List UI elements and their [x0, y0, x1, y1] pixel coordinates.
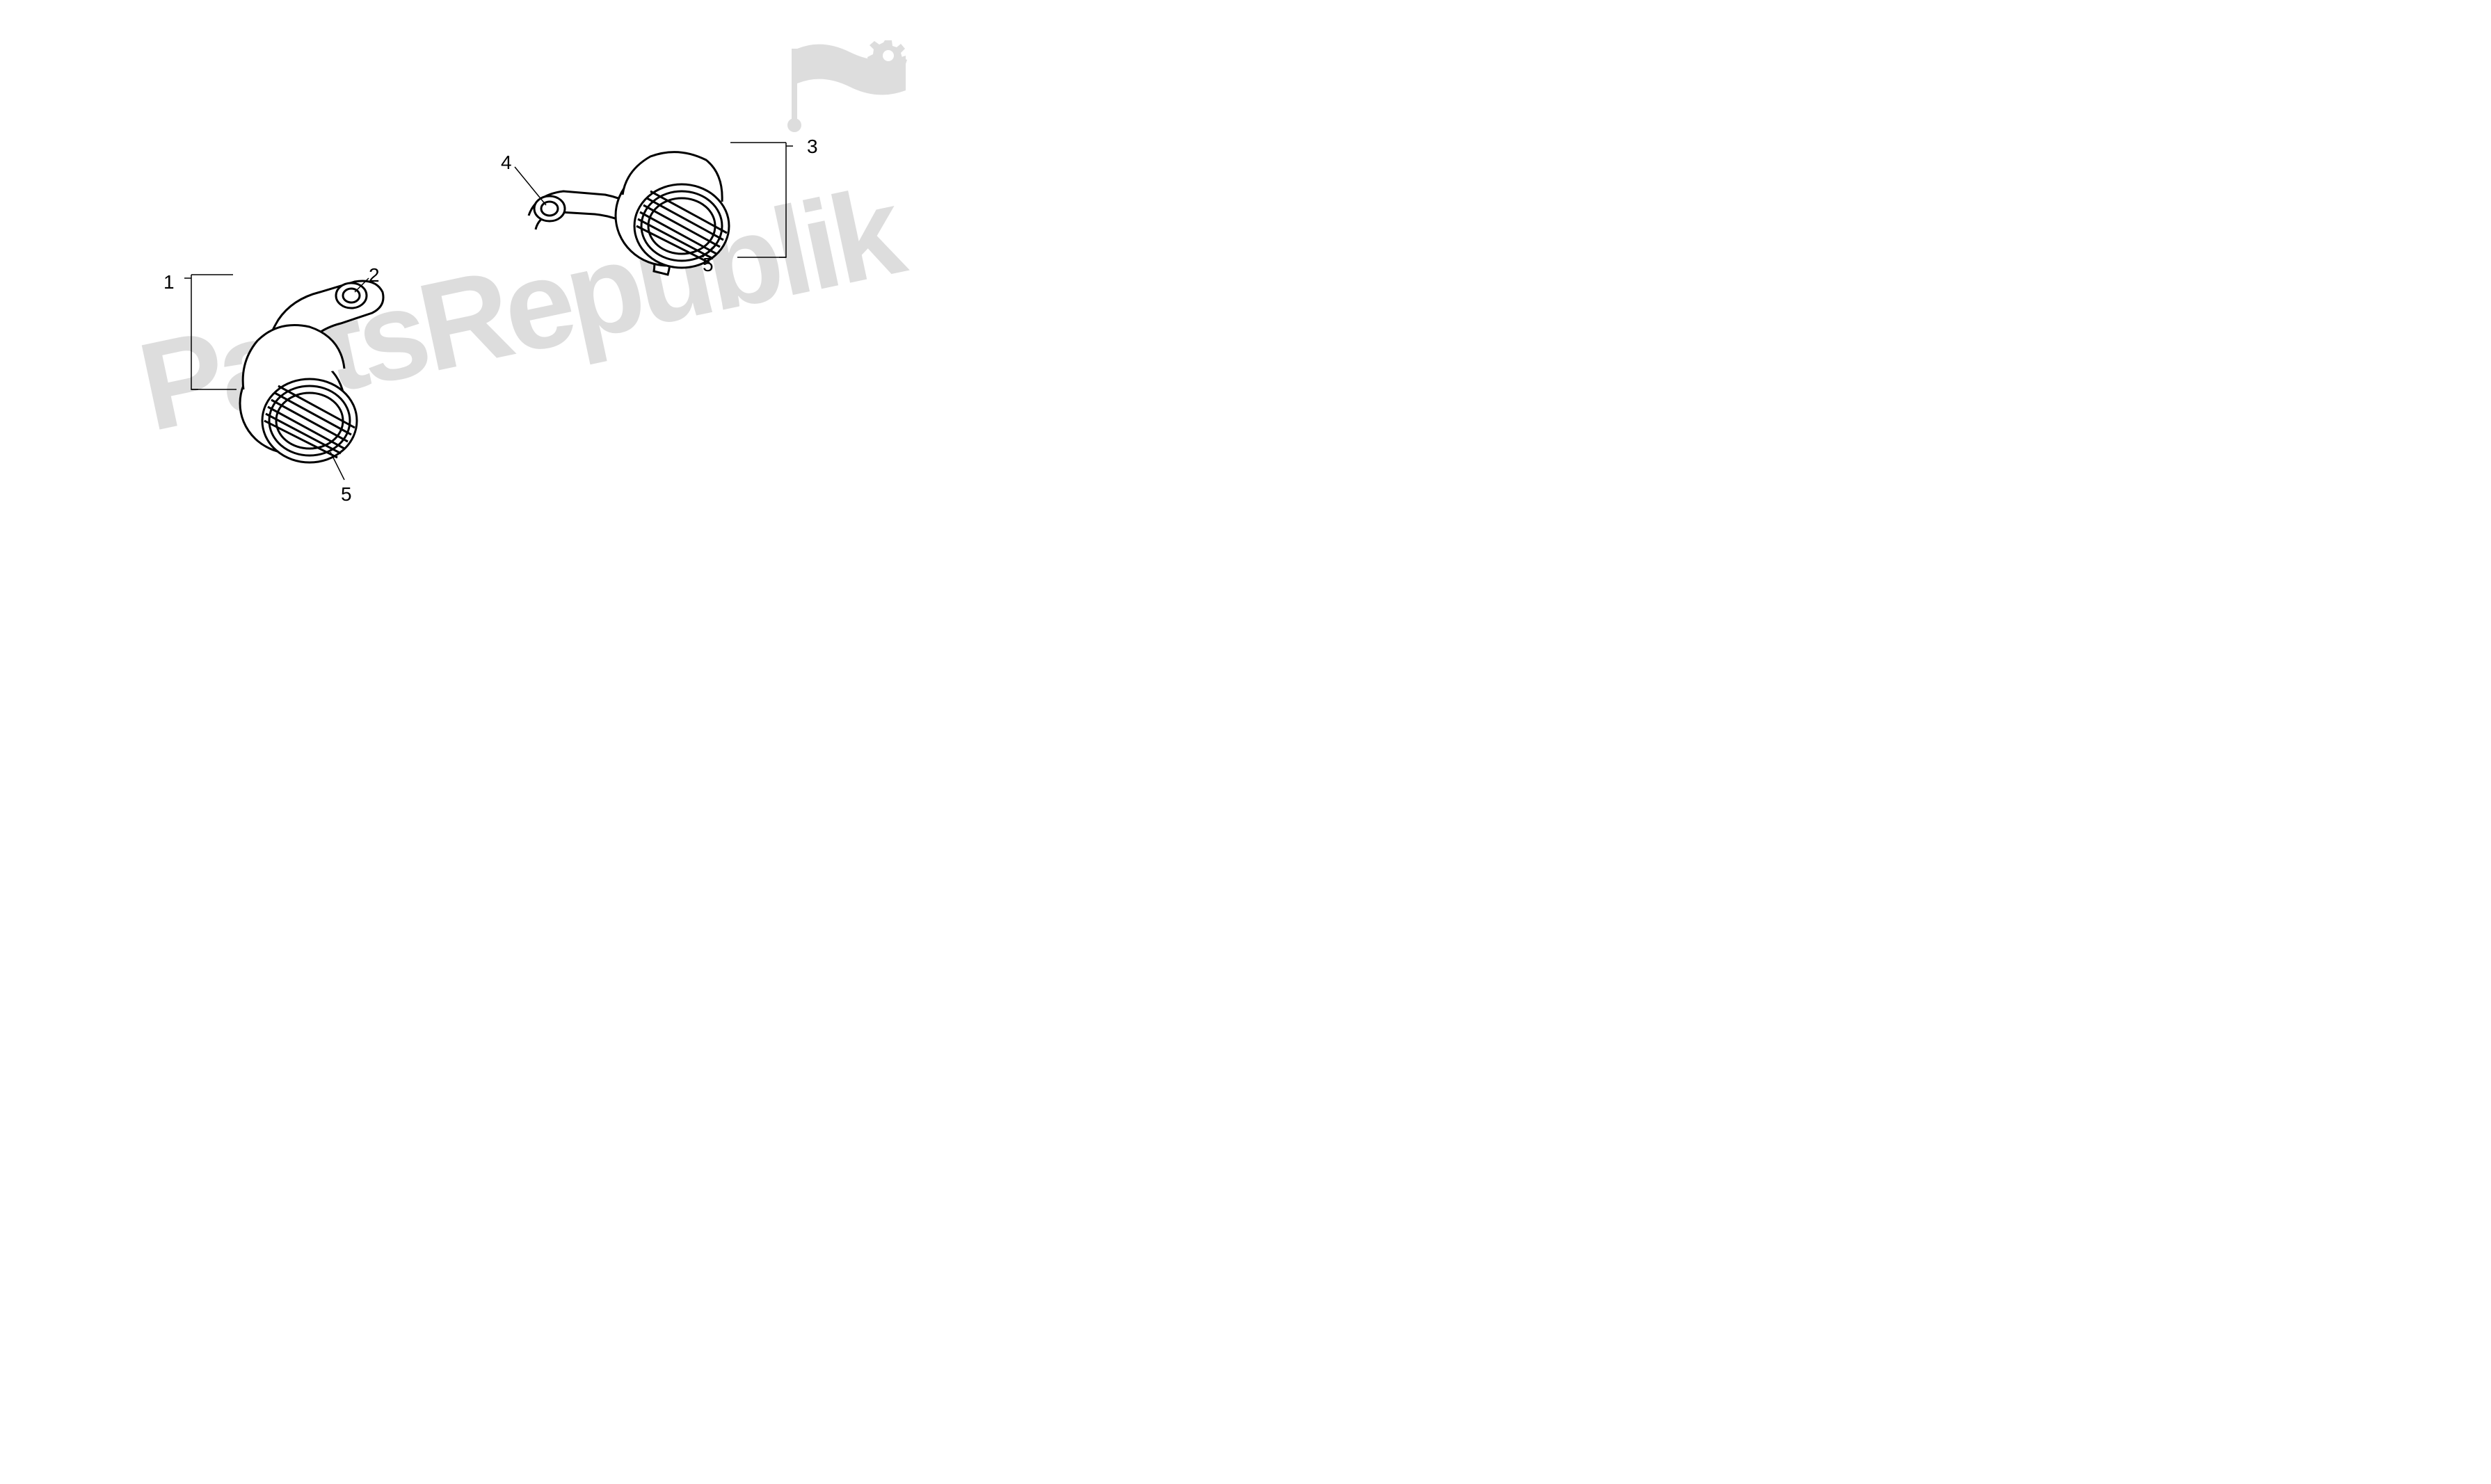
callout-1: 1: [163, 271, 175, 293]
callout-4: 4: [501, 152, 512, 174]
callout-5-left: 5: [341, 483, 352, 506]
left-indicator: [240, 281, 383, 462]
callout-2: 2: [369, 264, 380, 287]
callout-3: 3: [807, 136, 818, 158]
right-indicator: [529, 152, 729, 275]
parts-diagram: [0, 0, 1038, 618]
diagram-container: PartsRepublik: [0, 0, 1038, 618]
callout-5-right: 5: [703, 254, 714, 276]
